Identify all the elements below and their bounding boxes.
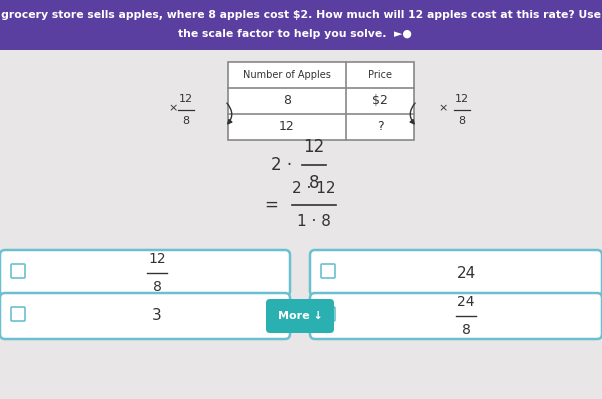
Text: 8: 8 bbox=[182, 116, 190, 126]
Text: $2: $2 bbox=[372, 95, 388, 107]
FancyBboxPatch shape bbox=[266, 299, 334, 333]
Text: 12: 12 bbox=[455, 94, 469, 104]
Text: 2 · 12: 2 · 12 bbox=[292, 181, 336, 196]
Text: 24: 24 bbox=[456, 265, 476, 280]
Text: 8: 8 bbox=[459, 116, 465, 126]
Text: 3: 3 bbox=[152, 308, 162, 324]
Text: 12: 12 bbox=[148, 252, 166, 266]
FancyBboxPatch shape bbox=[0, 293, 290, 339]
FancyBboxPatch shape bbox=[0, 0, 602, 50]
FancyBboxPatch shape bbox=[11, 307, 25, 321]
FancyBboxPatch shape bbox=[321, 307, 335, 321]
Text: 8: 8 bbox=[462, 323, 470, 337]
Text: the scale factor to help you solve.  ►●: the scale factor to help you solve. ►● bbox=[178, 29, 412, 39]
Text: 8: 8 bbox=[283, 95, 291, 107]
FancyBboxPatch shape bbox=[310, 293, 602, 339]
Text: 12: 12 bbox=[303, 138, 324, 156]
FancyBboxPatch shape bbox=[0, 250, 290, 296]
Text: ×: × bbox=[169, 103, 178, 113]
Text: 12: 12 bbox=[179, 94, 193, 104]
Text: 1 · 8: 1 · 8 bbox=[297, 214, 331, 229]
Text: A grocery store sells apples, where 8 apples cost $2. How much will 12 apples co: A grocery store sells apples, where 8 ap… bbox=[0, 10, 601, 20]
FancyBboxPatch shape bbox=[0, 50, 602, 399]
Text: 8: 8 bbox=[152, 280, 161, 294]
Text: ×: × bbox=[439, 103, 448, 113]
FancyBboxPatch shape bbox=[11, 264, 25, 278]
Text: ?: ? bbox=[377, 120, 383, 134]
FancyBboxPatch shape bbox=[228, 62, 414, 140]
FancyBboxPatch shape bbox=[310, 250, 602, 296]
Text: 24: 24 bbox=[458, 295, 475, 309]
Text: =: = bbox=[264, 196, 278, 214]
FancyBboxPatch shape bbox=[321, 264, 335, 278]
Text: 8: 8 bbox=[309, 174, 319, 192]
Text: Price: Price bbox=[368, 70, 392, 80]
Text: 12: 12 bbox=[279, 120, 295, 134]
Text: 2 ·: 2 · bbox=[271, 156, 292, 174]
Text: More ↓: More ↓ bbox=[278, 311, 323, 321]
Text: Number of Apples: Number of Apples bbox=[243, 70, 331, 80]
